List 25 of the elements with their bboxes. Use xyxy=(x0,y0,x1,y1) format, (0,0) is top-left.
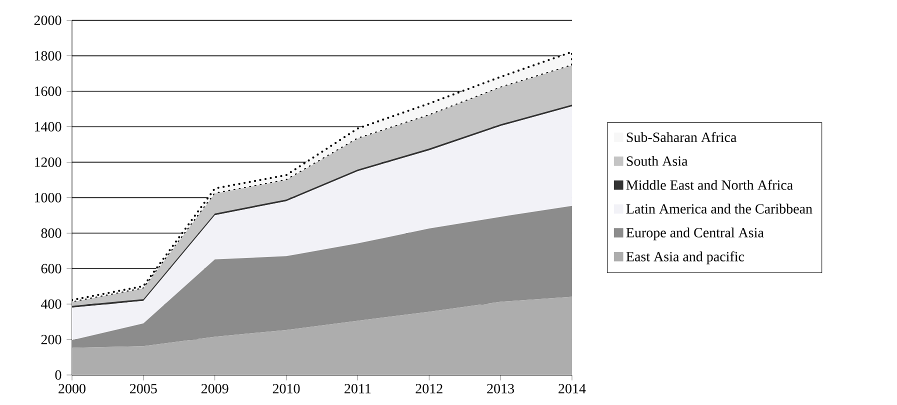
y-tick-label: 1400 xyxy=(34,122,62,132)
y-tick-label: 0 xyxy=(55,370,62,380)
x-tick-label: 2000 xyxy=(58,384,86,394)
y-tick-label: 800 xyxy=(41,228,62,238)
x-tick-label: 2012 xyxy=(416,384,442,394)
y-tick-label: 1200 xyxy=(34,157,62,167)
legend-label: South Asia xyxy=(626,156,688,166)
y-tick-label: 400 xyxy=(41,299,62,309)
y-tick-label: 1800 xyxy=(34,51,62,61)
y-tick-label: 2000 xyxy=(34,16,62,26)
y-tick-label: 200 xyxy=(41,334,62,344)
x-tick-label: 2010 xyxy=(272,384,300,394)
x-tick-label: 2013 xyxy=(487,384,514,394)
legend-label: East Asia and pacific xyxy=(626,251,744,264)
legend-label: Middle East and North Africa xyxy=(626,180,793,190)
legend-label: Sub-Saharan Africa xyxy=(626,132,737,142)
legend-label: Europe and Central Asia xyxy=(626,228,764,240)
x-tick-label: 2011 xyxy=(344,384,371,394)
y-tick-label: 600 xyxy=(41,264,62,274)
x-tick-label: 2005 xyxy=(130,384,157,394)
x-tick-label: 2014 xyxy=(558,384,586,394)
x-tick-label: 2009 xyxy=(201,384,228,394)
y-tick-label: 1600 xyxy=(34,86,62,96)
legend-label: Latin America and the Caribbean xyxy=(626,204,812,214)
y-tick-label: 1000 xyxy=(34,192,62,202)
